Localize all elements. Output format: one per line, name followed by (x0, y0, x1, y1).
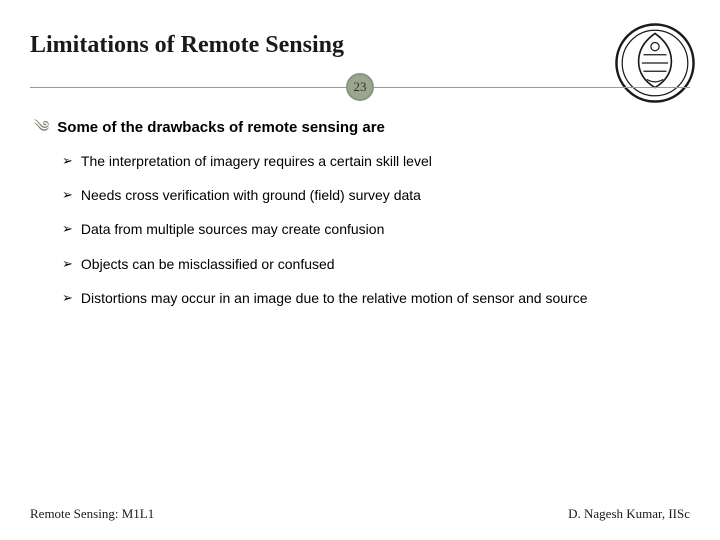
arrow-bullet-icon: ➢ (62, 153, 73, 170)
list-item: ➢ The interpretation of imagery requires… (62, 152, 690, 170)
bullet-text: Objects can be misclassified or confused (81, 255, 335, 273)
list-item: ➢ Distortions may occur in an image due … (62, 289, 690, 307)
slide-title: Limitations of Remote Sensing (30, 32, 690, 59)
slide: Limitations of Remote Sensing 23 ༄ Some … (0, 0, 720, 540)
page-number-badge: 23 (346, 73, 374, 101)
footer-right: D. Nagesh Kumar, IISc (568, 506, 690, 522)
list-item: ➢ Objects can be misclassified or confus… (62, 255, 690, 273)
list-item: ➢ Data from multiple sources may create … (62, 220, 690, 238)
bullet-list: ➢ The interpretation of imagery requires… (62, 152, 690, 307)
intro-text: Some of the drawbacks of remote sensing … (57, 119, 385, 136)
curly-bullet-icon: ༄ (34, 120, 49, 136)
bullet-text: Data from multiple sources may create co… (81, 220, 384, 238)
footer: Remote Sensing: M1L1 D. Nagesh Kumar, II… (30, 506, 690, 522)
title-divider: 23 (30, 73, 690, 101)
arrow-bullet-icon: ➢ (62, 187, 73, 204)
list-item: ➢ Needs cross verification with ground (… (62, 186, 690, 204)
arrow-bullet-icon: ➢ (62, 290, 73, 307)
bullet-text: Needs cross verification with ground (fi… (81, 186, 421, 204)
bullet-text: Distortions may occur in an image due to… (81, 289, 588, 307)
bullet-text: The interpretation of imagery requires a… (81, 152, 432, 170)
arrow-bullet-icon: ➢ (62, 221, 73, 238)
arrow-bullet-icon: ➢ (62, 256, 73, 273)
footer-left: Remote Sensing: M1L1 (30, 506, 154, 522)
intro-line: ༄ Some of the drawbacks of remote sensin… (34, 119, 690, 136)
